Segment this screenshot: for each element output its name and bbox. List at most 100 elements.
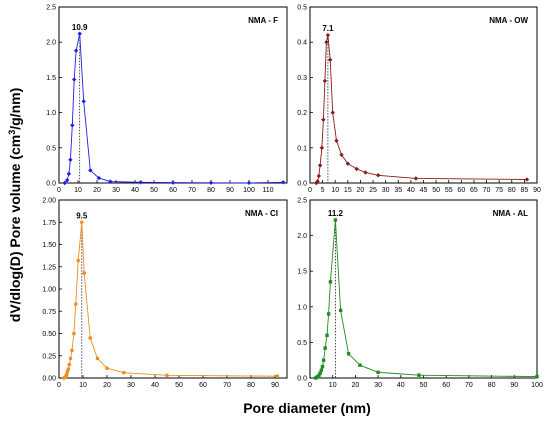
data-point — [73, 48, 79, 53]
data-point — [66, 367, 71, 371]
y-tick-label: 0.5 — [297, 340, 307, 347]
data-point — [325, 32, 331, 38]
data-point — [70, 348, 74, 353]
x-tick-label: 20 — [103, 382, 111, 389]
y-tick-label: 0.50 — [42, 331, 56, 338]
x-tick-label: 15 — [344, 187, 352, 194]
data-point — [413, 176, 419, 181]
x-tick-label: 100 — [531, 382, 543, 389]
data-point — [95, 356, 100, 361]
y-tick-label: 1.75 — [42, 220, 56, 227]
data-point — [275, 374, 280, 379]
data-point — [318, 371, 322, 375]
data-point — [417, 373, 421, 377]
x-tick-label: 40 — [407, 187, 415, 194]
plot-frame — [58, 6, 288, 184]
data-point — [68, 157, 73, 162]
x-tick-label: 75 — [495, 187, 503, 194]
data-point — [66, 171, 72, 177]
data-point — [96, 175, 102, 181]
y-tick-label: 0.0 — [297, 181, 307, 188]
series-line — [63, 222, 278, 379]
y-tick-label: 0.5 — [297, 5, 307, 12]
data-point — [62, 180, 67, 186]
x-tick-label: 0 — [308, 382, 312, 389]
panel-4: 0 10 20 30 40 50 60 70 80 90 100 0.0 0.5 1.0 1.5 2.0 2.5… — [297, 198, 543, 390]
panel-2: 0 5 10 15 20 25 30 35 40 45 50 55 60 65 70 75 80 85 90 0.0 0… — [297, 5, 541, 195]
series-line — [315, 35, 527, 184]
panel-3: 0 10 20 30 40 50 60 70 80 90 0.00 0.25 0.50 0.75 1.00 1… — [42, 198, 288, 389]
data-point — [345, 161, 351, 166]
y-tick-label: 1.00 — [42, 287, 56, 294]
y-axis-title-main: dV/dlog(D) Pore volume (cm — [7, 135, 23, 322]
data-point — [316, 173, 322, 179]
data-point — [67, 362, 72, 367]
data-point — [170, 180, 176, 185]
x-tick-label: 60 — [457, 187, 465, 194]
x-tick-label: 40 — [397, 382, 405, 389]
data-point — [363, 170, 368, 175]
data-point — [333, 218, 338, 222]
sample-label: NMA - OW — [489, 16, 528, 25]
x-tick-label: 50 — [150, 187, 158, 194]
x-tick-label: 80 — [508, 187, 516, 194]
y-axis-title-sup: 3 — [7, 130, 17, 135]
data-point — [82, 271, 86, 275]
x-tick-label: 45 — [420, 187, 428, 194]
x-tick-label: 35 — [394, 187, 402, 194]
x-tick-label: 100 — [243, 187, 255, 194]
x-tick-label: 90 — [533, 187, 541, 194]
data-point — [108, 179, 113, 184]
x-tick-label: 30 — [112, 187, 120, 194]
y-tick-label: 1.50 — [42, 242, 56, 249]
data-point — [334, 138, 339, 143]
y-tick-label: 0.5 — [46, 145, 56, 152]
data-point — [64, 177, 70, 183]
data-point — [70, 123, 75, 128]
x-tick-label: 90 — [271, 382, 279, 389]
data-point — [246, 180, 252, 186]
data-point — [319, 145, 325, 150]
x-tick-label: 20 — [357, 187, 365, 194]
x-tick-label: 0 — [308, 187, 312, 194]
panel-1: 0 10 20 30 40 50 60 70 80 90 100 110 0.0 0.5 1.0 1.5 2.0… — [46, 5, 288, 194]
x-tick-label: 70 — [223, 382, 231, 389]
data-point — [320, 364, 325, 369]
y-tick-label: 0.4 — [297, 40, 307, 47]
y-tick-label: 0.1 — [297, 145, 307, 152]
data-point — [317, 373, 321, 377]
y-tick-label: 0.2 — [297, 110, 307, 117]
data-point — [317, 163, 323, 168]
y-tick-label: 0.3 — [297, 75, 307, 82]
x-tick-label: 80 — [488, 382, 496, 389]
x-tick-label: 30 — [382, 187, 390, 194]
data-point — [339, 152, 344, 158]
y-axis-title: dV/dlog(D) Pore volume (cm3/g/nm) — [7, 88, 23, 322]
data-point — [76, 258, 80, 263]
x-tick-label: 5 — [321, 187, 325, 194]
x-tick-label: 50 — [432, 187, 440, 194]
data-point — [314, 180, 319, 186]
data-point — [328, 280, 333, 284]
y-tick-label: 2.5 — [46, 5, 56, 12]
x-tick-label: 50 — [420, 382, 428, 389]
data-point — [319, 368, 324, 372]
x-tick-label: 60 — [199, 382, 207, 389]
x-tick-label: 50 — [175, 382, 183, 389]
x-tick-label: 80 — [247, 382, 255, 389]
data-point — [122, 370, 126, 375]
x-tick-label: 65 — [470, 187, 478, 194]
data-point — [68, 356, 73, 361]
data-point — [88, 336, 92, 340]
data-point — [80, 220, 84, 225]
data-point — [138, 180, 143, 185]
data-point — [327, 57, 333, 62]
x-tick-label: 10 — [331, 187, 339, 194]
y-tick-label: 2.00 — [42, 198, 56, 205]
data-point — [105, 366, 109, 371]
y-axis-title-tail: /g/nm) — [7, 88, 23, 130]
x-tick-label: 90 — [226, 187, 234, 194]
x-tick-label: 30 — [374, 382, 382, 389]
x-axis-title: Pore diameter (nm) — [243, 400, 371, 416]
y-tick-label: 2.0 — [46, 40, 56, 47]
